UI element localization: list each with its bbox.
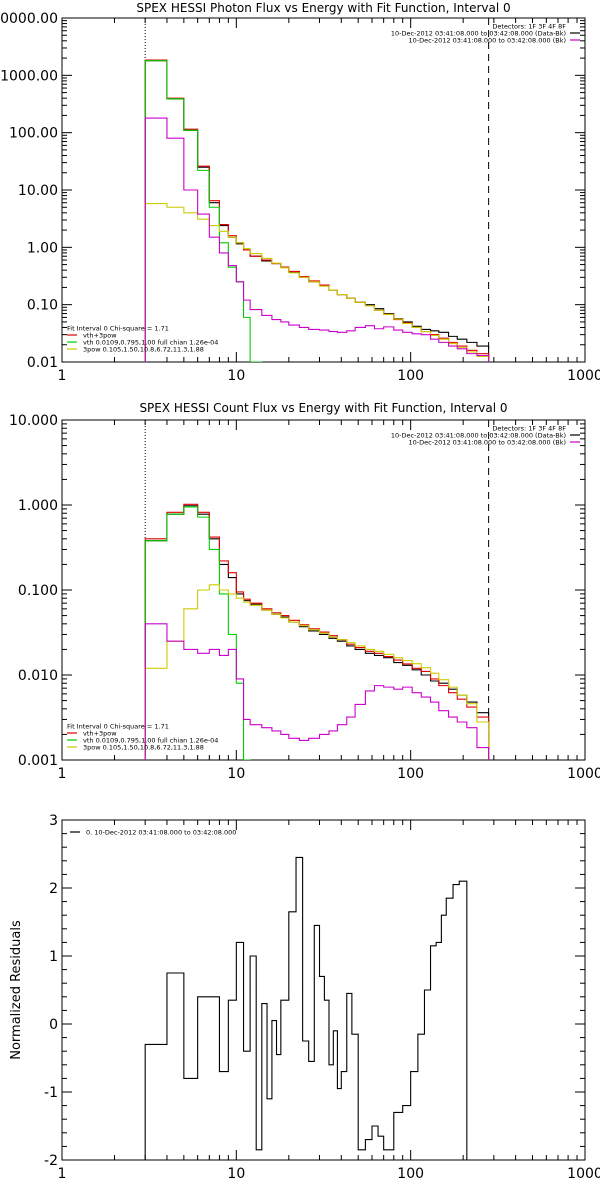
- x-tick-label: 1: [58, 1166, 67, 1182]
- y-tick-label: 0.100: [18, 583, 58, 599]
- series-group: [144, 59, 490, 362]
- x-tick-label: 100: [397, 368, 424, 384]
- legend-label: 10-Dec-2012 03:41:08.000 to 03:42:08.000…: [391, 432, 566, 440]
- x-tick-label: 1000: [567, 1166, 600, 1182]
- legend-bottom-left: Fit Interval 0 Chi-square = 1.71vth+3pow…: [67, 723, 218, 752]
- legend-label: Detectors: 1F 3F 4F 8F: [492, 23, 566, 31]
- x-tick-label: 1: [58, 766, 67, 782]
- legend-label: Fit Interval 0 Chi-square = 1.71: [67, 325, 169, 333]
- count-flux-panel: SPEX HESSI Count Flux vs Energy with Fit…: [9, 401, 600, 782]
- y-tick-label: 0.01: [27, 355, 58, 371]
- x-tick-label: 1000: [567, 766, 600, 782]
- legend-label: Fit Interval 0 Chi-square = 1.71: [67, 723, 169, 731]
- x-tick-label: 1000: [567, 368, 600, 384]
- x-tick-label: 10: [227, 766, 245, 782]
- series-line-4: [144, 117, 490, 362]
- series-line-1: [144, 503, 490, 760]
- legend-label: 0. 10-Dec-2012 03:41:08.000 to 03:42:08.…: [86, 829, 236, 837]
- series-group: [144, 503, 490, 760]
- legend-label: vth+3pow: [83, 332, 117, 340]
- series-line-3: [144, 203, 490, 362]
- y-tick-label: 0.10: [27, 298, 58, 314]
- legend-label: 3pow 0.105,1.50,10.8,6.72,11.3,1.88: [83, 744, 204, 752]
- series-group: [144, 856, 468, 1160]
- x-tick-label: 1: [58, 368, 67, 384]
- series-line-0: [144, 505, 490, 760]
- legend-label: Detectors: 1F 3F 4F 8F: [492, 425, 566, 433]
- legend-label: 10-Dec-2012 03:41:08.000 to 03:42:08.000…: [409, 439, 567, 447]
- y-tick-label: -2: [44, 1153, 58, 1169]
- plot-frame: [61, 419, 586, 761]
- photon-flux-panel: SPEX HESSI Photon Flux vs Energy with Fi…: [0, 1, 600, 384]
- plot-frame: [61, 17, 586, 363]
- y-axis-label: Normalized Residuals: [9, 920, 24, 1060]
- series-line-2: [144, 60, 263, 362]
- legend-label: vth+3pow: [83, 730, 117, 738]
- residuals-panel: Normalized Residuals 1 10 100 1000 -2 -1 0 1 2 3 0.…: [9, 813, 600, 1182]
- y-tick-label: 10.00: [18, 183, 58, 199]
- x-tick-label: 10: [227, 1166, 245, 1182]
- y-tick-label: 1.000: [18, 498, 58, 514]
- legend-top-left: 0. 10-Dec-2012 03:41:08.000 to 03:42:08.…: [70, 829, 236, 837]
- x-tick-label: 100: [397, 1166, 424, 1182]
- y-tick-label: 2: [49, 881, 58, 897]
- legend-label: vth 0.0109,0.795,1.00 full chian 1.26e-0…: [83, 339, 218, 347]
- legend-label: 3pow 0.105,1.50,10.8,6.72,11.3,1.88: [83, 346, 204, 354]
- y-tick-label: 0.010: [18, 668, 58, 684]
- plot-frame: [61, 819, 586, 1161]
- series-line-0: [144, 856, 468, 1160]
- series-line-4: [144, 623, 490, 760]
- legend-label: vth 0.0109,0.795,1.00 full chian 1.26e-0…: [83, 737, 218, 745]
- y-tick-label: 1: [49, 949, 58, 965]
- y-tick-label: 0: [49, 1017, 58, 1033]
- y-tick-label: 100.00: [9, 126, 58, 142]
- chart-title: SPEX HESSI Photon Flux vs Energy with Fi…: [136, 1, 510, 15]
- y-tick-label: -1: [44, 1085, 58, 1101]
- x-tick-label: 10: [227, 368, 245, 384]
- series-line-3: [144, 584, 490, 760]
- series-line-2: [144, 506, 251, 760]
- legend-label: 10-Dec-2012 03:41:08.000 to 03:42:08.000…: [391, 30, 566, 38]
- y-tick-label: 1000.00: [0, 68, 58, 84]
- y-tick-label: 1.00: [27, 240, 58, 256]
- y-tick-label: 3: [49, 813, 58, 829]
- series-line-1: [144, 59, 490, 362]
- legend-bottom-left: Fit Interval 0 Chi-square = 1.71vth+3pow…: [67, 325, 218, 354]
- x-tick-label: 100: [397, 766, 424, 782]
- y-tick-label: 0.001: [18, 753, 58, 769]
- chart-title: SPEX HESSI Count Flux vs Energy with Fit…: [139, 401, 507, 415]
- legend-label: 10-Dec-2012 03:41:08.000 to 03:42:08.000…: [409, 37, 567, 45]
- y-tick-label: 10.000: [9, 413, 58, 429]
